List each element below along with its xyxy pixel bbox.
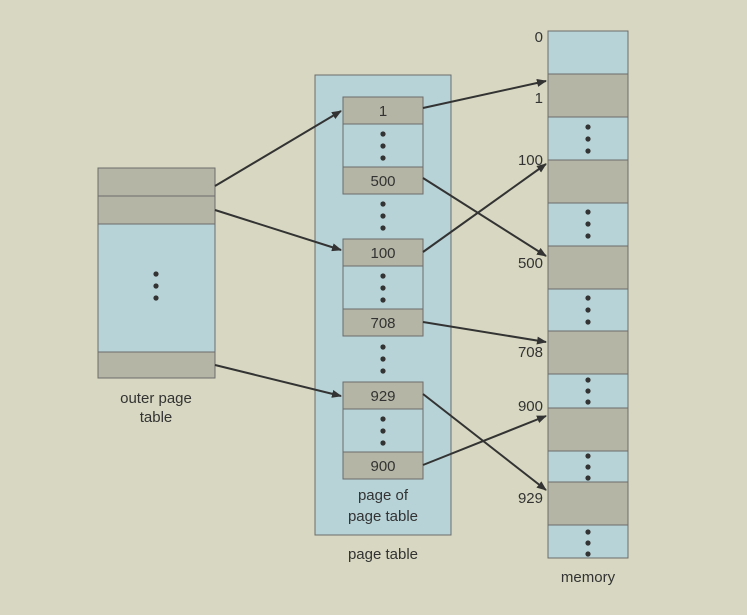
page-table-entry-929 — [342, 381, 424, 410]
memory-frame-label-900: 900 — [518, 398, 543, 415]
arrow-outer2-to-page2 — [214, 209, 342, 252]
memory-frame-900 — [547, 407, 629, 452]
memory-frame-label-929: 929 — [518, 490, 543, 507]
outer-page-table-label-line1: outer page — [120, 390, 192, 407]
page-table-label: page table — [348, 546, 418, 563]
arrow-entry900-to-frame900 — [422, 415, 547, 466]
between-pages-ellipsis-2 — [380, 344, 386, 374]
memory-ellipsis-2 — [585, 209, 591, 239]
memory-frame-100 — [547, 159, 629, 204]
memory-frame-0 — [547, 30, 629, 75]
outer-entry-1 — [97, 167, 216, 197]
page-table-entry-100-label: 100 — [370, 245, 395, 262]
page-2-ellipsis — [380, 273, 386, 303]
memory-frame-label-0: 0 — [535, 29, 543, 46]
memory-frame-708 — [547, 330, 629, 375]
memory-frame-label-100: 100 — [518, 152, 543, 169]
memory-frame-label-1: 1 — [535, 90, 543, 107]
memory-label: memory — [561, 569, 616, 586]
page-table-entry-900-label: 900 — [370, 458, 395, 475]
arrow-entry929-to-frame929 — [422, 393, 547, 491]
page-table-entry-500 — [342, 166, 424, 195]
memory-frame-1 — [547, 73, 629, 118]
arrow-entry500-to-frame500 — [422, 177, 547, 257]
memory-ellipsis-1 — [585, 124, 591, 154]
outer-ellipsis — [153, 271, 159, 301]
arrow-outer1-to-page1 — [214, 110, 342, 187]
page-table-entry-500-label: 500 — [370, 173, 395, 190]
page-1-ellipsis — [380, 131, 386, 161]
arrow-entry100-to-frame100 — [422, 163, 547, 253]
page-of-page-table-label-line2: page table — [348, 508, 418, 525]
memory-body — [547, 30, 629, 559]
arrow-entry1-to-frame1 — [422, 79, 547, 109]
memory-frame-label-500: 500 — [518, 255, 543, 272]
arrows — [214, 79, 547, 491]
memory-ellipsis-4 — [585, 377, 591, 405]
page-table-entry-708 — [342, 308, 424, 337]
memory-frame-500 — [547, 245, 629, 290]
outer-page-table-label-line2: table — [140, 409, 173, 426]
page-table: 1 500 100 708 929 900 page of page ta — [314, 74, 452, 563]
outer-entry-last — [97, 351, 216, 379]
page-table-entry-929-label: 929 — [370, 388, 395, 405]
outer-page-table: outer page table — [97, 167, 216, 426]
memory: 0 1 100 500 708 900 929 memory — [518, 29, 629, 586]
memory-frame-929 — [547, 481, 629, 526]
page-3-ellipsis — [380, 416, 386, 446]
memory-ellipsis-6 — [585, 529, 591, 557]
page-table-entry-708-label: 708 — [370, 315, 395, 332]
page-table-entry-900 — [342, 451, 424, 480]
arrow-outerlast-to-page3 — [214, 364, 342, 398]
outer-entry-2 — [97, 195, 216, 225]
page-table-entry-1-label: 1 — [379, 103, 387, 120]
between-pages-ellipsis-1 — [380, 201, 386, 231]
page-table-entry-100 — [342, 238, 424, 267]
arrow-entry708-to-frame708 — [422, 321, 547, 345]
memory-ellipsis-3 — [585, 295, 591, 325]
memory-frame-label-708: 708 — [518, 344, 543, 361]
page-of-page-table-label-line1: page of — [358, 487, 409, 504]
page-table-entry-1 — [342, 96, 424, 125]
memory-ellipsis-5 — [585, 453, 591, 481]
